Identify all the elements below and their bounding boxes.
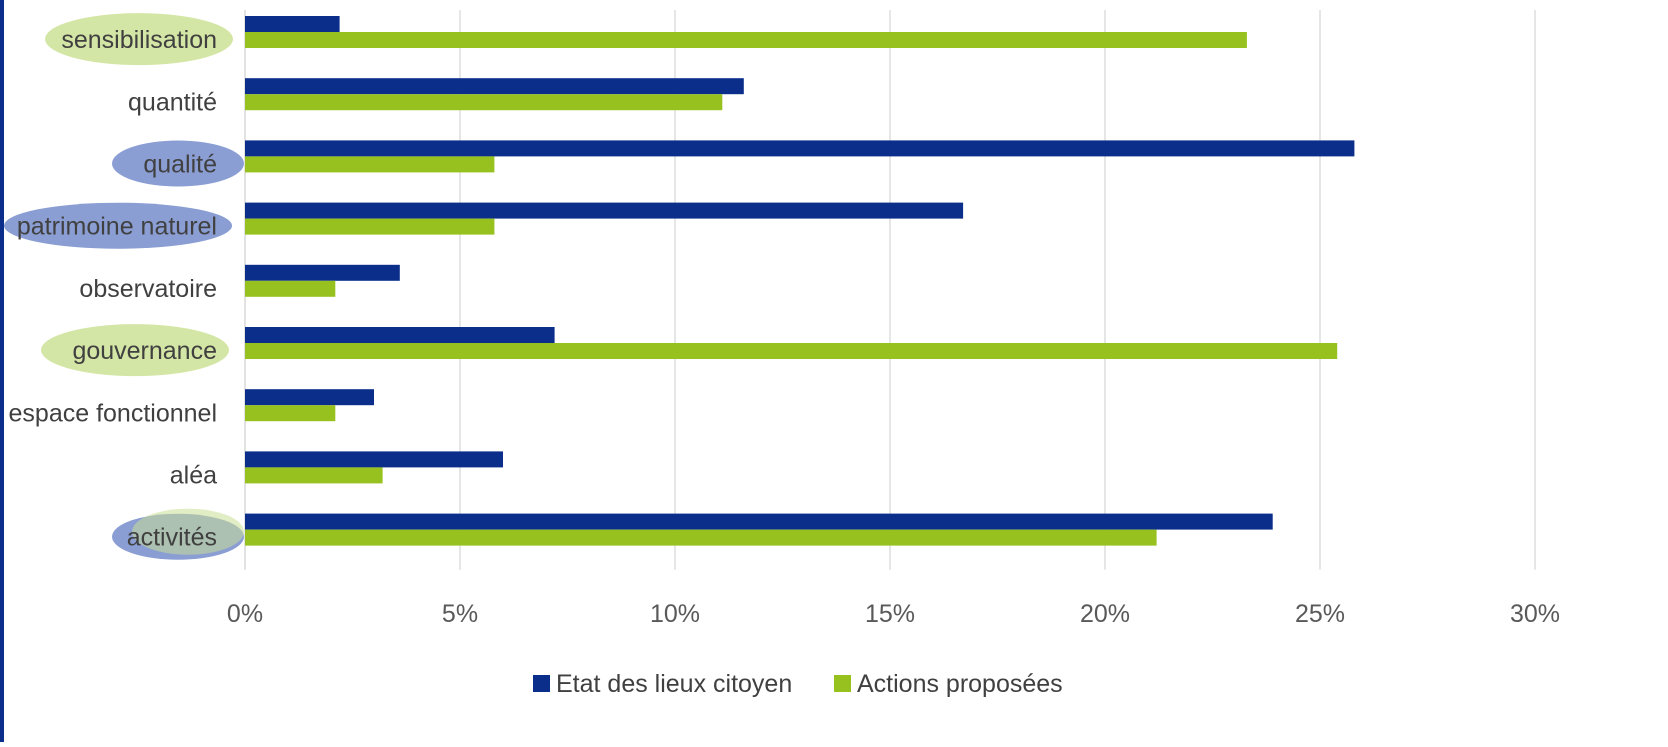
- x-tick-label: 10%: [650, 600, 700, 628]
- highlight-ellipse-patrimoine-naturel: [4, 202, 232, 249]
- category-label-sensibilisation: sensibilisation: [61, 26, 217, 54]
- highlight-ellipse-activites: [132, 508, 244, 555]
- x-tick-label: 30%: [1510, 600, 1560, 628]
- category-label-alea: aléa: [170, 462, 217, 490]
- bar-actions-proposees-quantite: [245, 94, 723, 111]
- category-label-quantite: quantité: [128, 88, 217, 116]
- x-tick-label: 25%: [1295, 600, 1345, 628]
- x-tick-label: 20%: [1080, 600, 1130, 628]
- x-tick-label: 5%: [442, 600, 478, 628]
- bar-actions-proposees-qualite: [245, 156, 495, 173]
- category-label-observatoire: observatoire: [79, 275, 217, 303]
- legend-label-etat-des-lieux-citoyen: Etat des lieux citoyen: [556, 670, 792, 698]
- highlight-ellipse-gouvernance: [41, 324, 229, 377]
- legend: Etat des lieux citoyen Actions proposées: [533, 670, 1063, 698]
- bar-etat-des-lieux-citoyen-patrimoine-naturel: [245, 202, 964, 219]
- bar-etat-des-lieux-citoyen-alea: [245, 451, 503, 468]
- bar-actions-proposees-activites: [245, 529, 1157, 546]
- highlight-ellipse-qualite: [112, 140, 244, 187]
- bars-layer: [245, 16, 1355, 546]
- bar-actions-proposees-gouvernance: [245, 343, 1338, 359]
- left-border: [0, 0, 4, 742]
- category-label-qualite: qualité: [143, 151, 217, 179]
- bar-etat-des-lieux-citoyen-activites: [245, 513, 1273, 530]
- bar-etat-des-lieux-citoyen-espace-fonctionnel: [245, 389, 374, 406]
- legend-swatch-etat-des-lieux-citoyen: [533, 675, 550, 692]
- x-tick-label: 15%: [865, 600, 915, 628]
- category-label-patrimoine-naturel: patrimoine naturel: [17, 213, 217, 241]
- category-label-gouvernance: gouvernance: [72, 337, 217, 365]
- category-label-espace-fonctionnel: espace fonctionnel: [9, 399, 217, 427]
- highlight-layer: [4, 13, 244, 560]
- legend-label-actions-proposees: Actions proposées: [857, 670, 1063, 698]
- bar-actions-proposees-espace-fonctionnel: [245, 405, 336, 422]
- x-tick-label: 0%: [227, 600, 263, 628]
- category-labels: sensibilisation quantité qualité patrimoine…: [9, 26, 218, 552]
- bar-actions-proposees-patrimoine-naturel: [245, 218, 495, 235]
- highlight-ellipse-sensibilisation: [45, 13, 233, 66]
- bar-etat-des-lieux-citoyen-qualite: [245, 140, 1355, 157]
- bar-etat-des-lieux-citoyen-observatoire: [245, 264, 400, 281]
- bar-etat-des-lieux-citoyen-quantite: [245, 78, 744, 95]
- bar-etat-des-lieux-citoyen-gouvernance: [245, 327, 555, 343]
- bar-etat-des-lieux-citoyen-sensibilisation: [245, 16, 340, 32]
- bar-actions-proposees-alea: [245, 467, 383, 484]
- x-axis-ticks: 0% 5% 10% 15% 20% 25% 30%: [227, 600, 1560, 628]
- bar-actions-proposees-observatoire: [245, 280, 336, 297]
- bar-actions-proposees-sensibilisation: [245, 32, 1247, 48]
- legend-swatch-actions-proposees: [834, 675, 851, 692]
- category-label-activites: activités: [127, 524, 217, 552]
